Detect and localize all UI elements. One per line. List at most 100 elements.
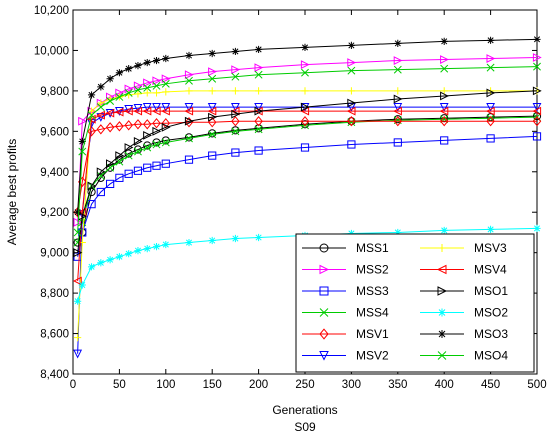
data-point [207,117,217,128]
legend-label: MSV1 [356,327,389,341]
data-point [533,62,541,71]
data-point [115,253,123,261]
data-point [208,67,217,77]
series-line [77,115,538,243]
data-point [231,47,239,56]
data-point [486,54,496,63]
data-point [347,98,357,108]
data-point [231,109,241,119]
y-tick-label: 9,600 [40,126,69,138]
data-point [254,125,263,134]
data-point [97,259,105,267]
data-point [184,70,194,80]
data-point [78,281,86,289]
data-point [231,87,239,95]
data-point [97,99,105,107]
data-point [133,137,143,146]
x-tick-label: 250 [295,379,314,391]
data-point [185,76,193,85]
data-point [254,102,264,112]
data-point [73,349,83,359]
data-point [231,65,241,75]
data-point [393,116,403,127]
data-point [393,65,402,74]
data-point [184,106,194,116]
y-tick-label: 10,200 [34,5,69,17]
data-point [301,43,309,52]
data-point [143,89,151,97]
legend-label: MSV4 [474,263,507,277]
data-point [152,118,161,129]
data-point [106,75,114,83]
data-point [87,200,96,209]
x-axis-label: Generations [272,403,337,417]
data-point [231,72,240,81]
data-point [152,102,161,112]
y-tick-label: 9,800 [40,86,69,98]
data-point [161,138,170,147]
y-tick-label: 9,200 [40,207,69,219]
data-point [115,93,124,101]
series-msv3 [74,87,541,342]
data-point [87,107,96,115]
x-tick-label: 50 [113,379,126,391]
legend-label: MSS1 [356,241,389,255]
series-line [77,110,537,282]
data-point [485,106,495,116]
data-point [254,124,263,133]
data-point [162,240,170,249]
data-point [96,187,105,197]
data-point [78,116,87,126]
data-point [87,187,96,197]
data-point [440,37,448,45]
data-point [96,124,106,135]
data-point [143,245,151,253]
data-point [486,88,496,98]
data-point [184,102,194,112]
data-point [393,102,403,112]
data-point [347,87,355,95]
data-point [142,102,152,112]
data-point [143,143,152,152]
data-point [106,179,115,189]
data-point [347,66,356,75]
data-point [115,69,123,77]
legend-label: MSO1 [474,284,508,298]
data-point [87,126,96,137]
data-point [184,116,194,126]
data-point [124,104,134,114]
data-point [124,151,133,160]
data-point [438,308,446,317]
data-point [254,146,263,155]
data-point [300,143,310,152]
legend-item: MSO3 [420,327,508,341]
data-point [106,159,115,169]
data-point [87,91,96,99]
data-point [254,116,263,127]
data-point [143,130,152,140]
data-point [319,286,329,296]
data-point [440,114,449,123]
data-point [143,78,152,88]
data-point [124,120,133,131]
data-point [207,106,217,116]
data-point [440,226,448,235]
data-point [438,244,446,252]
data-point [301,68,309,77]
data-point [78,147,87,156]
data-point [133,106,143,116]
data-point [162,88,170,96]
data-point [255,87,263,95]
data-point [486,116,495,127]
data-point [97,83,105,91]
data-point [231,148,240,157]
data-point [74,334,82,342]
data-point [123,106,133,116]
legend-item: MSV2 [302,349,389,363]
data-point [254,63,264,73]
data-point [115,151,125,161]
data-point [393,56,403,65]
data-point [134,90,142,98]
data-point [347,140,356,149]
data-point [533,224,541,232]
